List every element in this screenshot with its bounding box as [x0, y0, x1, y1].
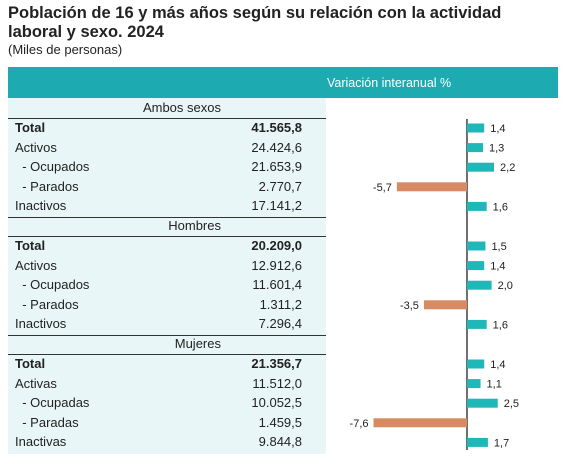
section-divider — [8, 335, 326, 336]
row-label: - Parados — [15, 178, 79, 194]
bar-value-label: 1,6 — [493, 201, 508, 213]
variation-bar — [467, 359, 485, 369]
variation-bar — [467, 201, 487, 211]
bar-value-label: 2,5 — [504, 398, 519, 410]
row-label: Activas — [15, 375, 57, 391]
row-label: Total — [15, 356, 46, 371]
section-title: Ambos sexos — [142, 100, 221, 115]
page-title: Población de 16 y más años según su rela… — [8, 4, 502, 41]
row-value: 17.141,2 — [251, 198, 302, 214]
bar-value-label: 1,4 — [490, 261, 505, 273]
row-value: 21.356,7 — [251, 356, 302, 371]
bar-value-label: 1,4 — [490, 123, 505, 135]
header-bar — [8, 67, 558, 98]
row-value: 2.770,7 — [258, 178, 302, 194]
row-value: 41.565,8 — [251, 120, 302, 135]
variation-bar — [467, 143, 483, 153]
row-value: 21.653,9 — [251, 159, 302, 175]
row-value: 12.912,6 — [251, 257, 302, 273]
bar-value-label: -3,5 — [400, 300, 419, 312]
row-label: - Ocupados — [15, 277, 90, 293]
variation-bar — [373, 418, 467, 428]
variation-bar — [467, 437, 488, 447]
row-value: 20.209,0 — [251, 238, 302, 253]
bar-value-label: -5,7 — [373, 182, 392, 194]
row-label: - Parados — [15, 296, 79, 312]
row-value: 1.459,5 — [258, 414, 302, 430]
row-label: Inactivos — [15, 198, 67, 214]
variation-bar — [467, 319, 487, 329]
row-label: Inactivas — [15, 434, 67, 450]
row-label: Total — [15, 120, 46, 135]
section-underline — [8, 118, 326, 119]
section-underline — [8, 354, 326, 355]
bar-value-label: 1,1 — [487, 379, 502, 391]
bar-value-label: 1,5 — [491, 241, 506, 253]
row-label: Activos — [15, 139, 57, 155]
section-title: Hombres — [168, 218, 221, 233]
variation-bar — [467, 162, 495, 172]
bar-value-label: 1,6 — [493, 319, 508, 331]
variation-bar — [467, 261, 485, 271]
row-value: 11.601,4 — [252, 277, 302, 293]
row-label: - Ocupados — [15, 159, 90, 175]
variation-bar — [467, 123, 485, 133]
bar-value-label: 2,0 — [498, 280, 513, 292]
variation-bar — [467, 379, 481, 389]
row-value: 1.311,2 — [259, 296, 302, 312]
table-background — [8, 98, 326, 454]
row-label: - Ocupadas — [15, 395, 90, 411]
section-underline — [8, 236, 326, 237]
row-label: Activos — [15, 257, 57, 273]
bar-value-label: 1,7 — [494, 437, 509, 449]
variation-bar — [467, 280, 492, 290]
row-value: 9.844,8 — [258, 434, 302, 450]
section-title: Mujeres — [174, 336, 221, 351]
row-value: 24.424,6 — [251, 139, 302, 155]
variation-bar — [423, 300, 467, 310]
page-subtitle: (Miles de personas) — [8, 42, 123, 57]
bar-value-label: -7,6 — [350, 418, 369, 430]
row-value: 10.052,5 — [251, 395, 302, 411]
row-label: Inactivos — [15, 316, 67, 332]
row-label: Total — [15, 238, 46, 253]
row-value: 7.296,4 — [258, 316, 302, 332]
row-value: 11.512,0 — [252, 375, 302, 391]
variation-bar — [467, 398, 498, 408]
section-divider — [8, 217, 326, 218]
bar-value-label: 1,3 — [489, 143, 504, 155]
variation-bar — [396, 182, 467, 192]
chart-header-label: Variación interanual % — [327, 76, 452, 90]
row-label: - Paradas — [15, 414, 79, 430]
bar-value-label: 2,2 — [500, 162, 515, 174]
bar-value-label: 1,4 — [490, 359, 505, 371]
variation-bar — [467, 241, 486, 251]
